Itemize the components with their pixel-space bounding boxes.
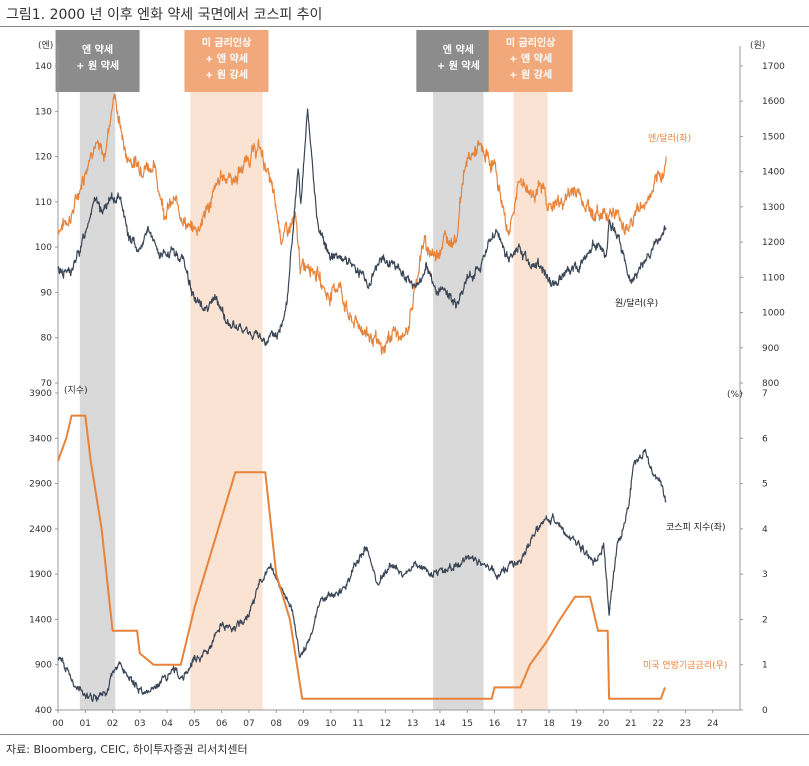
right-tick-label: 1000 <box>762 309 785 319</box>
x-tick-label: 16 <box>489 719 501 729</box>
band-label-text: + 엔 약세 <box>205 52 248 65</box>
x-tick-label: 23 <box>680 719 691 729</box>
left-tick-label: 120 <box>35 153 52 163</box>
right-tick-label: 900 <box>762 344 779 354</box>
left-tick-label: 140 <box>35 62 52 72</box>
x-tick-label: 03 <box>134 719 145 729</box>
band-label-box <box>55 30 140 92</box>
band-label-box <box>488 30 573 92</box>
right-tick-label: 3 <box>762 570 768 580</box>
legend-kospi: 코스피 지수(좌) <box>666 522 726 533</box>
left-tick-label: 2400 <box>29 525 52 535</box>
series-line-미국 연방기금금리(우) <box>57 414 666 700</box>
x-tick-label: 12 <box>380 719 391 729</box>
x-tick-label: 21 <box>625 719 636 729</box>
x-tick-label: 24 <box>707 719 719 729</box>
right-axis-unit: (원) <box>750 40 765 51</box>
x-tick-label: 10 <box>325 719 337 729</box>
x-tick-label: 17 <box>516 719 527 729</box>
left-tick-label: 70 <box>41 379 53 389</box>
shade-band <box>433 88 484 710</box>
right-tick-label: 1600 <box>762 97 785 107</box>
x-tick-label: 05 <box>189 719 200 729</box>
chart-title: 그림1. 2000 년 이후 엔화 약세 국면에서 코스피 추이 <box>6 7 323 23</box>
band-label-text: 엔 약세 <box>443 43 474 56</box>
left-tick-label: 3400 <box>29 434 52 444</box>
left-tick-label: 100 <box>35 243 52 253</box>
left-tick-label: 900 <box>35 661 52 671</box>
right-tick-label: 1100 <box>762 273 785 283</box>
left-tick-label: 130 <box>35 107 52 117</box>
shade-band <box>79 88 116 710</box>
x-tick-label: 13 <box>407 719 418 729</box>
legend-yen-dollar: 엔/달러(좌) <box>648 132 691 144</box>
band-label-text: + 원 강세 <box>509 68 552 81</box>
left-tick-label: 400 <box>35 706 52 716</box>
band-label-text: + 원 약세 <box>437 59 480 72</box>
right-tick-label: 1400 <box>762 168 785 178</box>
x-tick-label: 02 <box>107 719 118 729</box>
left-tick-label: 80 <box>41 334 53 344</box>
right-tick-label: 1 <box>762 661 768 671</box>
x-tick-label: 20 <box>598 719 610 729</box>
right-tick-label: 6 <box>762 434 768 444</box>
left-axis-unit: (지수) <box>64 385 88 396</box>
right-tick-label: 1700 <box>762 62 785 72</box>
right-tick-label: 7 <box>762 389 768 399</box>
x-tick-label: 14 <box>434 719 446 729</box>
x-tick-label: 22 <box>652 719 663 729</box>
series-line-코스피 지수(좌) <box>57 448 667 703</box>
x-tick-label: 19 <box>571 719 583 729</box>
right-tick-label: 4 <box>762 525 768 535</box>
right-tick-label: 800 <box>762 379 779 389</box>
x-tick-label: 06 <box>216 719 228 729</box>
x-tick-label: 07 <box>243 719 254 729</box>
legend-fed-rate: 미국 연방기금금리(우) <box>643 660 727 671</box>
chart-canvas: 엔 약세 + 원 약세 미 금리인상 + 엔 약세 + 원 강세 엔 약세 + 원 약세 미 … <box>29 30 785 729</box>
right-tick-label: 1500 <box>762 132 785 142</box>
series-line-원/달러(우) <box>57 108 667 347</box>
band-label-box <box>184 30 269 92</box>
band-label-text: + 원 강세 <box>205 68 248 81</box>
x-tick-label: 08 <box>271 719 283 729</box>
left-axis-unit: (엔) <box>38 40 53 51</box>
left-tick-label: 1400 <box>29 615 52 625</box>
right-tick-label: 5 <box>762 480 768 490</box>
legend-won-dollar: 원/달러(우) <box>615 297 658 309</box>
left-tick-label: 110 <box>35 198 52 208</box>
right-tick-label: 2 <box>762 615 768 625</box>
band-label-text: 엔 약세 <box>82 43 113 56</box>
right-tick-label: 1300 <box>762 203 785 213</box>
x-tick-label: 00 <box>52 719 64 729</box>
band-label-box <box>416 30 501 92</box>
x-tick-label: 11 <box>352 719 363 729</box>
right-tick-label: 0 <box>762 706 768 716</box>
x-tick-label: 09 <box>298 719 310 729</box>
left-tick-label: 90 <box>41 288 53 298</box>
source-divider <box>0 734 809 735</box>
left-tick-label: 3900 <box>29 389 52 399</box>
x-tick-label: 01 <box>80 719 91 729</box>
x-tick-label: 18 <box>543 719 555 729</box>
left-tick-label: 2900 <box>29 480 52 490</box>
series-line-엔/달러(좌) <box>57 93 667 356</box>
band-label-text: + 원 약세 <box>76 59 119 72</box>
band-label-text: 미 금리인상 <box>506 36 556 49</box>
x-tick-label: 15 <box>461 719 472 729</box>
source-note: 자료: Bloomberg, CEIC, 하이투자증권 리서치센터 <box>6 743 248 756</box>
x-tick-label: 04 <box>161 719 173 729</box>
band-label-text: + 엔 약세 <box>509 52 552 65</box>
right-axis-unit: (%) <box>727 390 743 400</box>
right-tick-label: 1200 <box>762 238 785 248</box>
left-tick-label: 1900 <box>29 570 52 580</box>
band-label-text: 미 금리인상 <box>202 36 252 49</box>
title-divider <box>0 26 809 27</box>
